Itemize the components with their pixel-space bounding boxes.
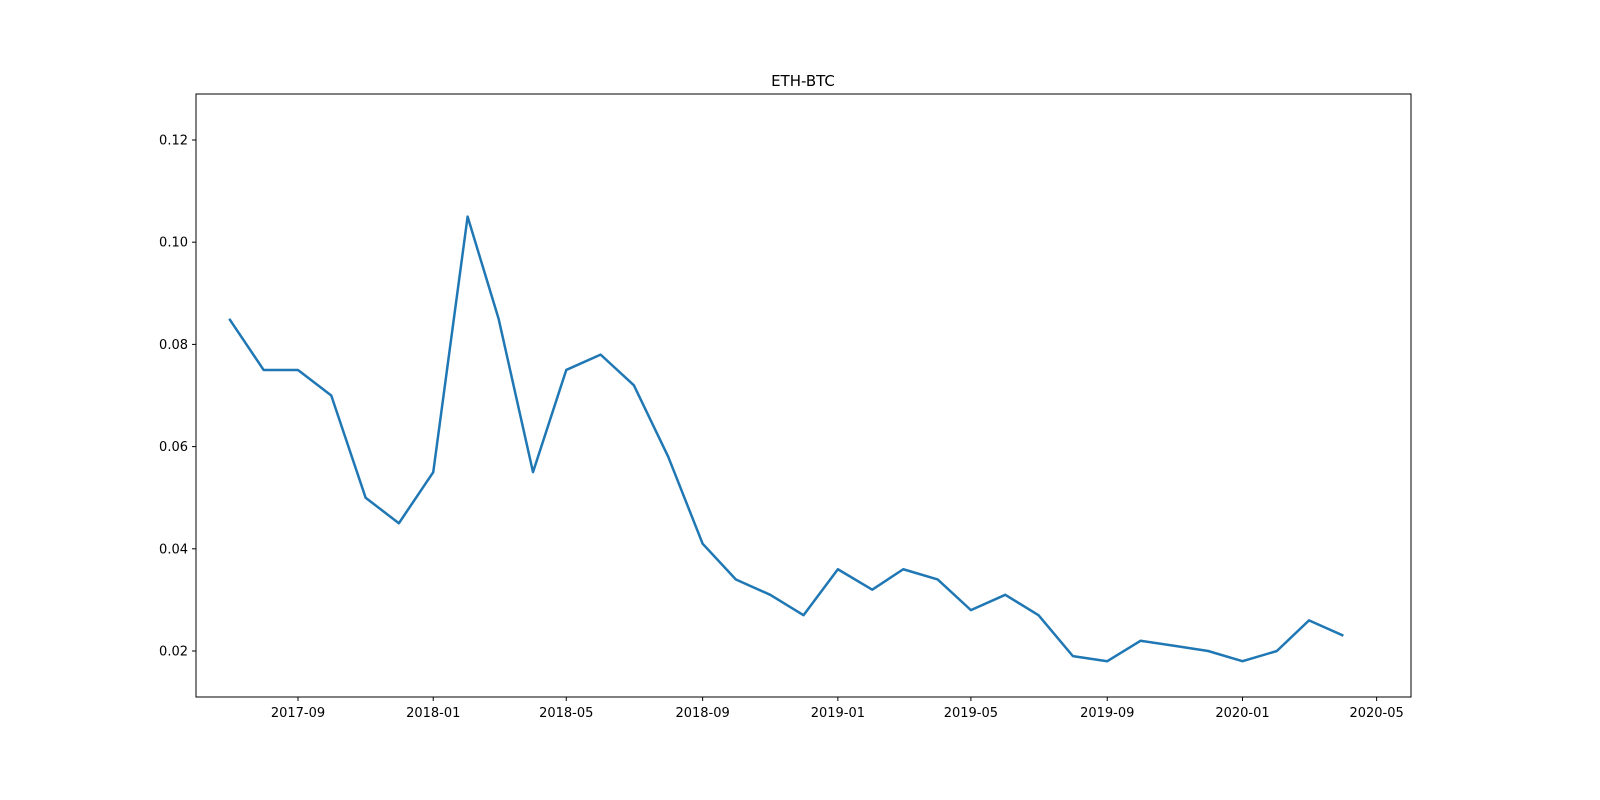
x-tick-label: 2018-01 <box>406 706 460 721</box>
x-tick-label: 2017-09 <box>271 706 325 721</box>
x-tick-label: 2019-05 <box>944 706 998 721</box>
chart-title: ETH-BTC <box>771 72 835 90</box>
x-tick-label: 2020-01 <box>1215 706 1269 721</box>
plot-frame <box>195 93 1412 698</box>
y-tick-label: 0.12 <box>159 133 188 148</box>
x-tick-label: 2020-05 <box>1349 706 1403 721</box>
x-tick-label: 2019-09 <box>1080 706 1134 721</box>
y-tick-label: 0.08 <box>159 338 188 353</box>
y-tick-label: 0.06 <box>159 440 188 455</box>
data-line <box>228 215 1344 663</box>
x-tick-label: 2018-09 <box>675 706 729 721</box>
y-tick-label: 0.02 <box>159 645 188 660</box>
y-tick-label: 0.10 <box>159 236 188 251</box>
y-tick-label: 0.04 <box>159 542 188 557</box>
x-tick-label: 2018-05 <box>539 706 593 721</box>
x-tick-label: 2019-01 <box>811 706 865 721</box>
